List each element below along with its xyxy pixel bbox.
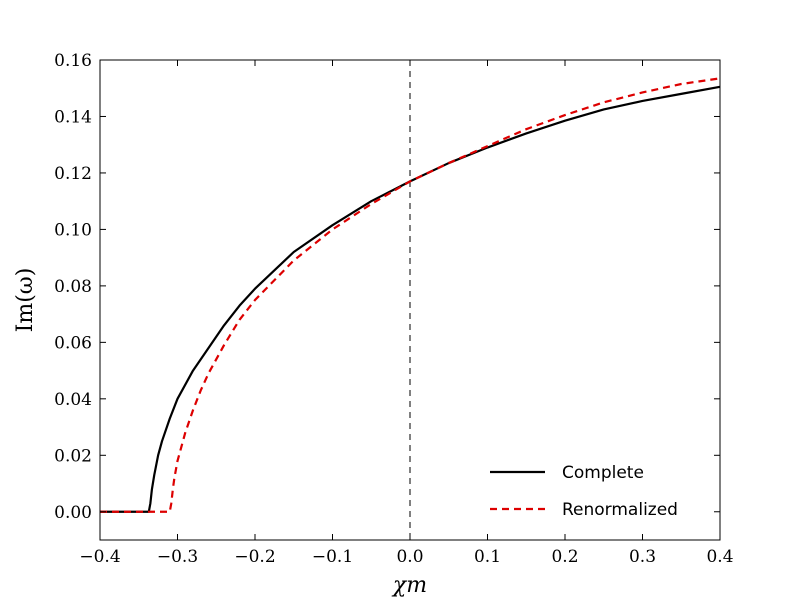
x-tick-label: −0.4	[79, 547, 120, 567]
y-tick-label: 0.14	[54, 107, 92, 127]
y-tick-label: 0.02	[54, 446, 92, 466]
y-tick-label: 0.00	[54, 503, 92, 523]
legend-label-renormalized: Renormalized	[562, 500, 678, 520]
x-tick-label: −0.1	[312, 547, 353, 567]
x-tick-label: 0.2	[551, 547, 578, 567]
x-tick-label: −0.2	[234, 547, 275, 567]
series-layer	[100, 77, 721, 513]
y-tick-label: 0.04	[54, 390, 92, 410]
legend: Complete Renormalized	[490, 463, 678, 520]
legend-label-complete: Complete	[562, 463, 644, 483]
y-tick-label: 0.10	[54, 220, 92, 240]
x-axis-label: χm	[391, 573, 427, 598]
x-tick-label: 0.1	[474, 547, 501, 567]
y-tick-label: 0.06	[54, 333, 92, 353]
series-line-complete	[100, 85, 721, 513]
y-tick-label: 0.12	[54, 164, 92, 184]
x-tick-label: 0.0	[396, 547, 423, 567]
x-tick-label: −0.3	[157, 547, 198, 567]
y-tick-label: 0.16	[54, 51, 92, 71]
y-axis-label: Im(ω)	[13, 268, 38, 333]
ticks-layer: −0.4 −0.3 −0.2 −0.1 0.0 0.1 0.2 0.3 0.4 0.00 0.02 0…	[54, 51, 733, 567]
x-tick-label: 0.4	[706, 547, 733, 567]
x-tick-label: 0.3	[629, 547, 656, 567]
series-line-renormalized	[100, 77, 721, 513]
y-tick-label: 0.08	[54, 277, 92, 297]
